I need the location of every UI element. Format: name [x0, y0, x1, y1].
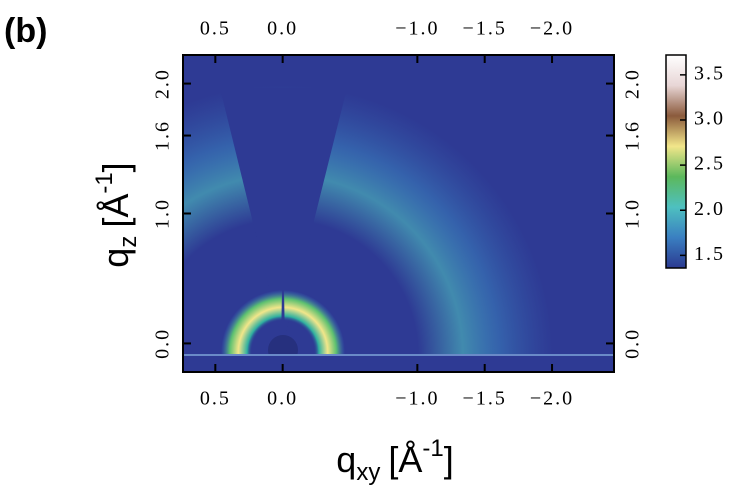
- x-tick-label-top: 0.0: [267, 18, 298, 40]
- colorbar-tick-label: 3.5: [694, 62, 725, 84]
- colorbar-tick-label: 3.0: [694, 108, 725, 130]
- y-tick-label-right: 1.0: [622, 198, 644, 229]
- colorbar-tick-label: 1.5: [694, 243, 725, 265]
- x-tick-label: 0.5: [200, 388, 231, 410]
- y-tick-label: 1.0: [152, 198, 174, 229]
- panel-label: (b): [4, 12, 47, 50]
- y-tick-label-right: 2.0: [622, 68, 644, 99]
- y-tick-label-right: 0.0: [622, 328, 644, 359]
- x-axis-label: qxy [Å-1]: [336, 435, 453, 486]
- colorbar-tick-label: 2.5: [694, 153, 725, 175]
- y-tick-label: 0.0: [152, 328, 174, 359]
- x-tick-label: −2.0: [530, 388, 574, 410]
- x-tick-label-top: −1.0: [395, 18, 439, 40]
- y-tick-label: 1.6: [152, 120, 174, 151]
- colorbar-tick-label: 2.0: [694, 198, 725, 220]
- y-tick-label: 2.0: [152, 68, 174, 99]
- x-tick-label: −1.0: [395, 388, 439, 410]
- x-tick-label: 0.0: [267, 388, 298, 410]
- x-tick-label-top: 0.5: [200, 18, 231, 40]
- y-tick-label-right: 1.6: [622, 120, 644, 151]
- y-axis-label: qz[Å-1]: [91, 162, 142, 267]
- x-tick-label: −1.5: [463, 388, 507, 410]
- x-tick-label-top: −2.0: [530, 18, 574, 40]
- x-tick-label-top: −1.5: [463, 18, 507, 40]
- heatmap: [183, 55, 614, 372]
- colorbar: [665, 54, 687, 269]
